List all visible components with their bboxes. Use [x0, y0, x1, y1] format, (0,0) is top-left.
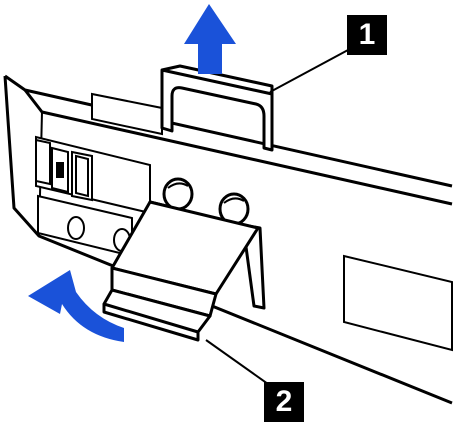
callout-badge-1: 1: [347, 15, 387, 55]
back-plate: [91, 92, 163, 136]
callout-2-leader: [205, 339, 269, 385]
callout-1-leader: [269, 49, 349, 93]
curved-arrow-icon: [28, 270, 124, 342]
callout-badge-2: 2: [264, 382, 304, 422]
screw-left: [162, 177, 194, 211]
handle: [160, 64, 274, 152]
connector-port-lower: [37, 194, 133, 258]
connector-port-upper: [35, 135, 151, 215]
up-arrow-icon: [184, 4, 236, 74]
recessed-window: [343, 254, 453, 352]
latch: [102, 200, 266, 342]
chassis-panel: [3, 74, 453, 405]
